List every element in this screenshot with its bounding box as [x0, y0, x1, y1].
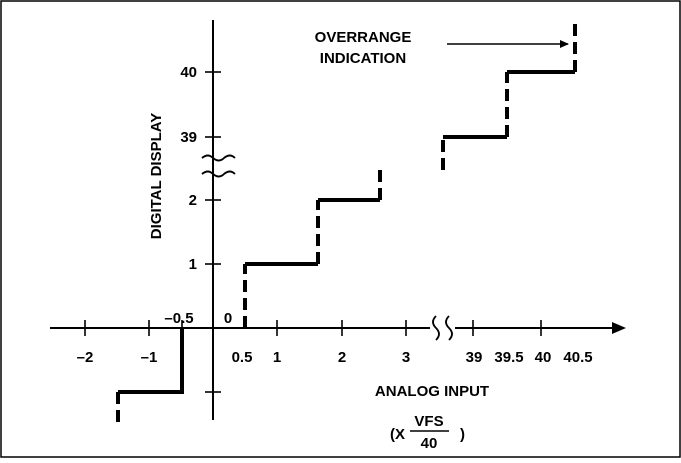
units-denominator: 40: [421, 435, 438, 452]
y-axis-break-upper: [201, 154, 236, 162]
x-tick-label-39: 39: [466, 349, 483, 366]
x-tick-label-neg2: –2: [77, 349, 94, 366]
x-axis-title: ANALOG INPUT: [375, 383, 489, 400]
x-axis-break-left: [432, 315, 440, 341]
x-tick-label-05: 0.5: [232, 349, 253, 366]
annotation-line2: INDICATION: [320, 50, 406, 67]
units-prefix: (X: [390, 426, 405, 443]
units-numerator: VFS: [414, 413, 443, 430]
origin-label-neg-half: –0.5: [164, 310, 193, 327]
units-suffix: ): [460, 426, 465, 443]
origin-label-zero: 0: [224, 310, 232, 327]
x-ticks: [84, 320, 542, 336]
x-tick-label-3: 3: [402, 349, 410, 366]
annotation-line1: OVERRANGE: [315, 29, 412, 46]
x-tick-label-395: 39.5: [494, 349, 523, 366]
y-ticks: [205, 71, 221, 393]
x-tick-label-40: 40: [535, 349, 552, 366]
y-tick-label-2: 2: [189, 192, 197, 209]
x-tick-label-1: 1: [273, 349, 281, 366]
step-negative: [118, 328, 184, 394]
x-axis-break-right: [445, 315, 453, 341]
x-axis-units: (X VFS 40 ): [390, 413, 465, 452]
x-tick-label-neg1: –1: [141, 349, 158, 366]
y-tick-label-39: 39: [180, 129, 197, 146]
x-tick-label-2: 2: [338, 349, 346, 366]
x-tick-label-405: 40.5: [563, 349, 592, 366]
y-tick-label-40: 40: [180, 64, 197, 81]
y-axis-title: DIGITAL DISPLAY: [148, 113, 165, 239]
y-tick-label-1: 1: [189, 256, 197, 273]
y-axis-break-lower: [201, 170, 236, 178]
x-axis-arrow-icon: [612, 322, 626, 334]
